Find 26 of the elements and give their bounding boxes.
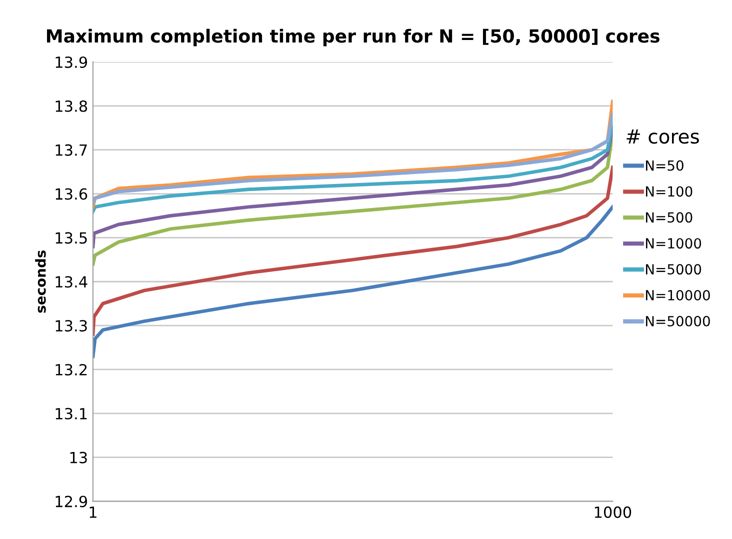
y-tick-label: 12.9	[56, 496, 88, 508]
y-tick-label: 13.7	[56, 144, 87, 156]
y-tick-label: 13.8	[56, 100, 88, 112]
legend-label: N=100	[646, 186, 692, 197]
legend-label: N=10000	[646, 290, 710, 300]
y-tick-label: 13.6	[56, 188, 88, 200]
x-tick-label: 1000	[594, 506, 632, 518]
y-tick-label: 13	[70, 452, 87, 464]
y-tick-label: 13.2	[56, 364, 87, 376]
legend-label: N=50000	[646, 316, 710, 326]
legend-label: N=5000	[646, 264, 702, 275]
line-series	[92, 112, 613, 204]
x-tick-label: 1	[90, 506, 96, 518]
y-tick-label: 13.4	[56, 276, 88, 288]
chart-title: Maximum completion time per run for N = [50, 50000] cores	[47, 28, 660, 46]
y-tick-label: 13.5	[56, 232, 87, 244]
y-axis-title: seconds	[35, 250, 46, 313]
y-tick-label: 13.3	[56, 320, 87, 332]
legend-label: N=50	[646, 160, 684, 171]
y-tick-label: 13.9	[56, 56, 88, 68]
legend-title: # cores	[626, 130, 699, 144]
legend-label: N=1000	[646, 238, 702, 249]
line-series	[92, 205, 613, 358]
line-series	[92, 166, 613, 336]
legend-label: N=500	[646, 212, 692, 223]
y-tick-label: 13.1	[56, 408, 87, 420]
